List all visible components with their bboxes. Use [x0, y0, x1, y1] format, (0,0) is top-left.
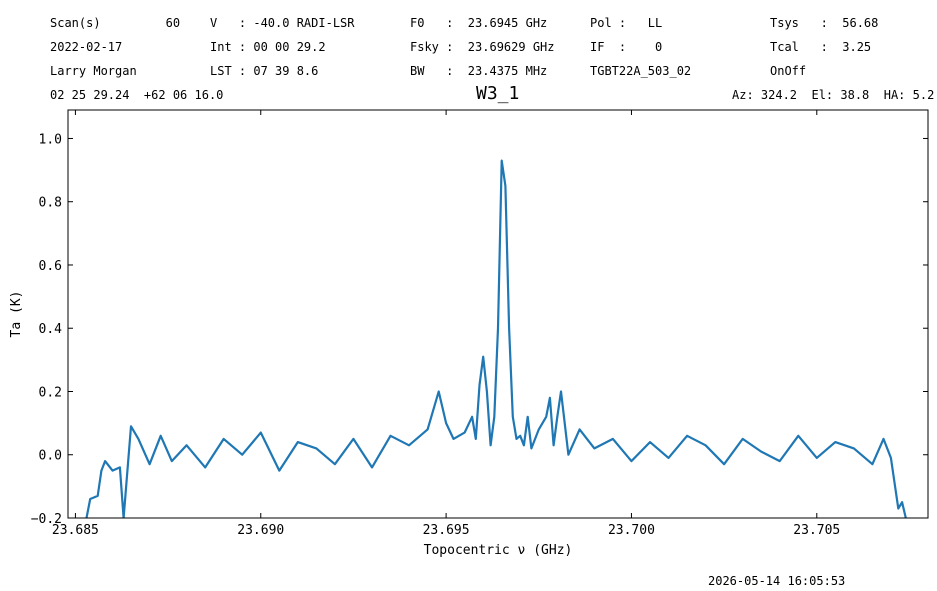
x-axis-label: Topocentric ν (GHz) — [424, 543, 573, 558]
y-tick-label: 0.4 — [39, 322, 63, 337]
header-project: TGBT22A_503_02 — [590, 64, 692, 78]
x-tick-label: 23.700 — [608, 523, 655, 538]
footer-timestamp: 2026-05-14 16:05:53 — [708, 574, 846, 588]
header-lst: LST : 07 39 8.6 — [210, 64, 319, 78]
y-tick-label: 0.8 — [39, 196, 62, 211]
header-if: IF : 0 — [590, 40, 663, 54]
y-tick-label: 0.2 — [39, 385, 62, 400]
header-proc: OnOff — [770, 64, 807, 78]
y-tick-label: −0.2 — [31, 512, 62, 527]
header-azel: Az: 324.2 El: 38.8 HA: 5.2 — [732, 88, 935, 102]
header-tcal: Tcal : 3.25 — [770, 40, 872, 54]
y-axis-label: Ta (K) — [9, 291, 24, 338]
y-tick-label: 0.0 — [39, 449, 62, 464]
y-tick-label: 0.6 — [39, 259, 62, 274]
header-fsky: Fsky : 23.69629 GHz — [410, 40, 555, 54]
header-f0: F0 : 23.6945 GHz — [410, 16, 548, 30]
header-observer: Larry Morgan — [50, 64, 137, 78]
header-int: Int : 00 00 29.2 — [210, 40, 326, 54]
plot-frame — [67, 109, 929, 519]
header-date: 2022-02-17 — [50, 40, 123, 54]
x-tick-label: 23.695 — [423, 523, 470, 538]
series-line-0 — [85, 159, 907, 518]
header-coords: 02 25 29.24 +62 06 16.0 — [50, 88, 224, 102]
header-bw: BW : 23.4375 MHz — [410, 64, 548, 78]
x-tick-label: 23.690 — [237, 523, 284, 538]
header-tsys: Tsys : 56.68 — [770, 16, 879, 30]
header-velocity: V : -40.0 RADI-LSR — [210, 16, 355, 30]
x-tick-label: 23.685 — [52, 523, 99, 538]
header-scan: Scan(s) 60 — [50, 16, 181, 30]
y-tick-label: 1.0 — [39, 132, 62, 147]
header-pol: Pol : LL — [590, 16, 663, 30]
chart-title: W3_1 — [476, 83, 520, 104]
x-tick-label: 23.705 — [793, 523, 840, 538]
